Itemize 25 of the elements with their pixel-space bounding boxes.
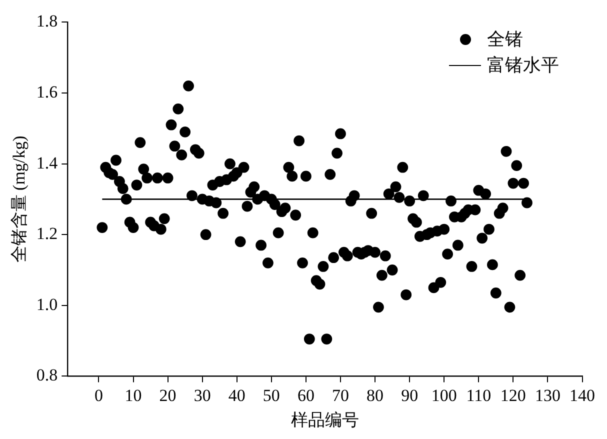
x-tick-label: 70 [332, 386, 349, 405]
x-tick-label: 90 [401, 386, 418, 405]
y-tick-label: 0.8 [36, 366, 58, 385]
legend-label: 富锗水平 [487, 54, 559, 77]
y-tick-label: 1.0 [36, 294, 58, 314]
y-tick-label: 1.4 [36, 153, 58, 172]
x-axis-title: 样品编号 [290, 410, 359, 430]
x-tick-label: 50 [262, 386, 280, 405]
x-tick-label: 100 [431, 386, 457, 405]
x-tick-label: 130 [534, 386, 560, 405]
x-tick-label: 40 [228, 386, 246, 405]
x-tick-label: 80 [366, 386, 384, 405]
x-tick-label: 140 [570, 386, 595, 405]
x-tick-label: 120 [500, 386, 526, 405]
x-tick-label: 0 [94, 386, 103, 405]
legend-label: 全锗 [487, 28, 523, 51]
y-tick-label: 1.2 [36, 224, 58, 244]
x-tick-label: 20 [159, 386, 176, 405]
y-axis-title: 全锗含量 (mg/kg) [10, 136, 29, 263]
y-tick-label: 1.6 [36, 82, 58, 102]
y-tick-label: 1.8 [36, 12, 58, 31]
x-tick-label: 110 [466, 386, 492, 405]
x-tick-label: 10 [124, 386, 142, 405]
x-tick-label: 30 [194, 386, 211, 405]
x-tick-label: 60 [297, 386, 314, 405]
